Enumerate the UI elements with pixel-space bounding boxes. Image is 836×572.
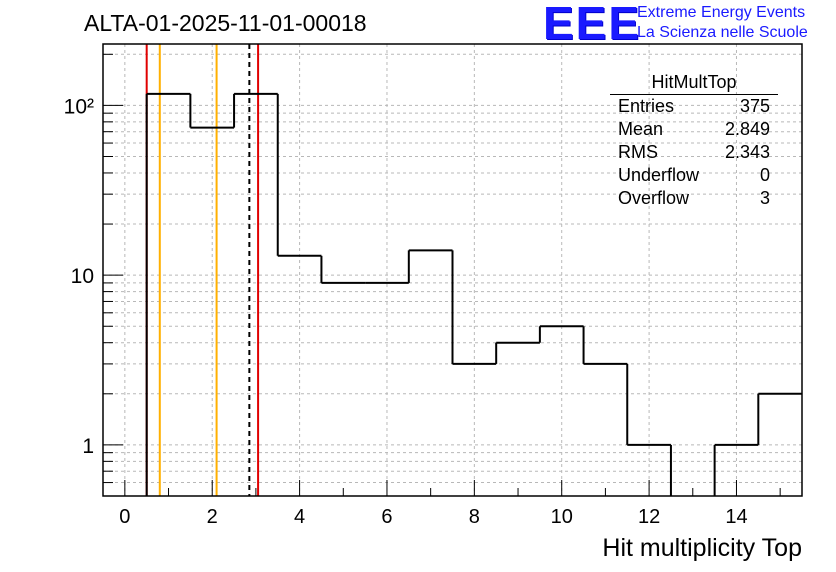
stats-box: HitMultTop Entries 375 Mean 2.849 RMS 2.343 Un… <box>610 72 778 210</box>
stats-row: Entries 375 <box>612 95 778 118</box>
stats-label: Mean <box>618 119 664 139</box>
stats-label: Overflow <box>618 188 690 208</box>
y-tick-label: 10 <box>71 265 94 288</box>
stats-row: Underflow 0 <box>612 164 778 187</box>
x-tick-label: 4 <box>294 506 305 528</box>
logo-line-2: La Scienza nelle Scuole <box>637 24 808 41</box>
x-axis-label: Hit multiplicity Top <box>602 534 802 562</box>
eee-logo: EEE Extreme Energy Events La Scienza nel… <box>543 0 833 49</box>
y-tick-label: 10² <box>64 95 94 118</box>
chart-title: ALTA-01-2025-11-01-00018 <box>84 10 367 36</box>
x-tick-label: 8 <box>469 506 480 528</box>
histogram-series <box>145 92 802 496</box>
stats-title: HitMultTop <box>610 72 778 95</box>
x-tick-label: 6 <box>381 506 392 528</box>
stats-value: 2.849 <box>724 119 770 139</box>
marker-lines <box>145 44 260 496</box>
logo-line-1: Extreme Energy Events <box>637 4 806 21</box>
stats-label: Entries <box>618 96 675 116</box>
stats-value: 3 <box>759 188 770 208</box>
tick-labels: 0 2 4 6 8 10 12 14 1 10 10² <box>64 95 748 528</box>
x-tick-label: 0 <box>119 506 130 528</box>
stats-row: Overflow 3 <box>612 187 778 210</box>
stats-value: 375 <box>739 96 770 116</box>
stats-row: RMS 2.343 <box>612 141 778 164</box>
y-tick-label: 1 <box>82 435 94 458</box>
x-tick-label: 10 <box>551 506 573 528</box>
stats-row: Mean 2.849 <box>612 118 778 141</box>
stats-value: 2.343 <box>724 142 770 162</box>
x-tick-label: 12 <box>638 506 660 528</box>
logo-mark: EEE <box>543 0 642 49</box>
x-tick-label: 2 <box>207 506 218 528</box>
x-tick-label: 14 <box>725 506 747 528</box>
plot-frame <box>102 43 803 497</box>
stats-label: RMS <box>618 142 658 162</box>
stats-label: Underflow <box>618 165 700 185</box>
stats-value: 0 <box>759 165 770 185</box>
